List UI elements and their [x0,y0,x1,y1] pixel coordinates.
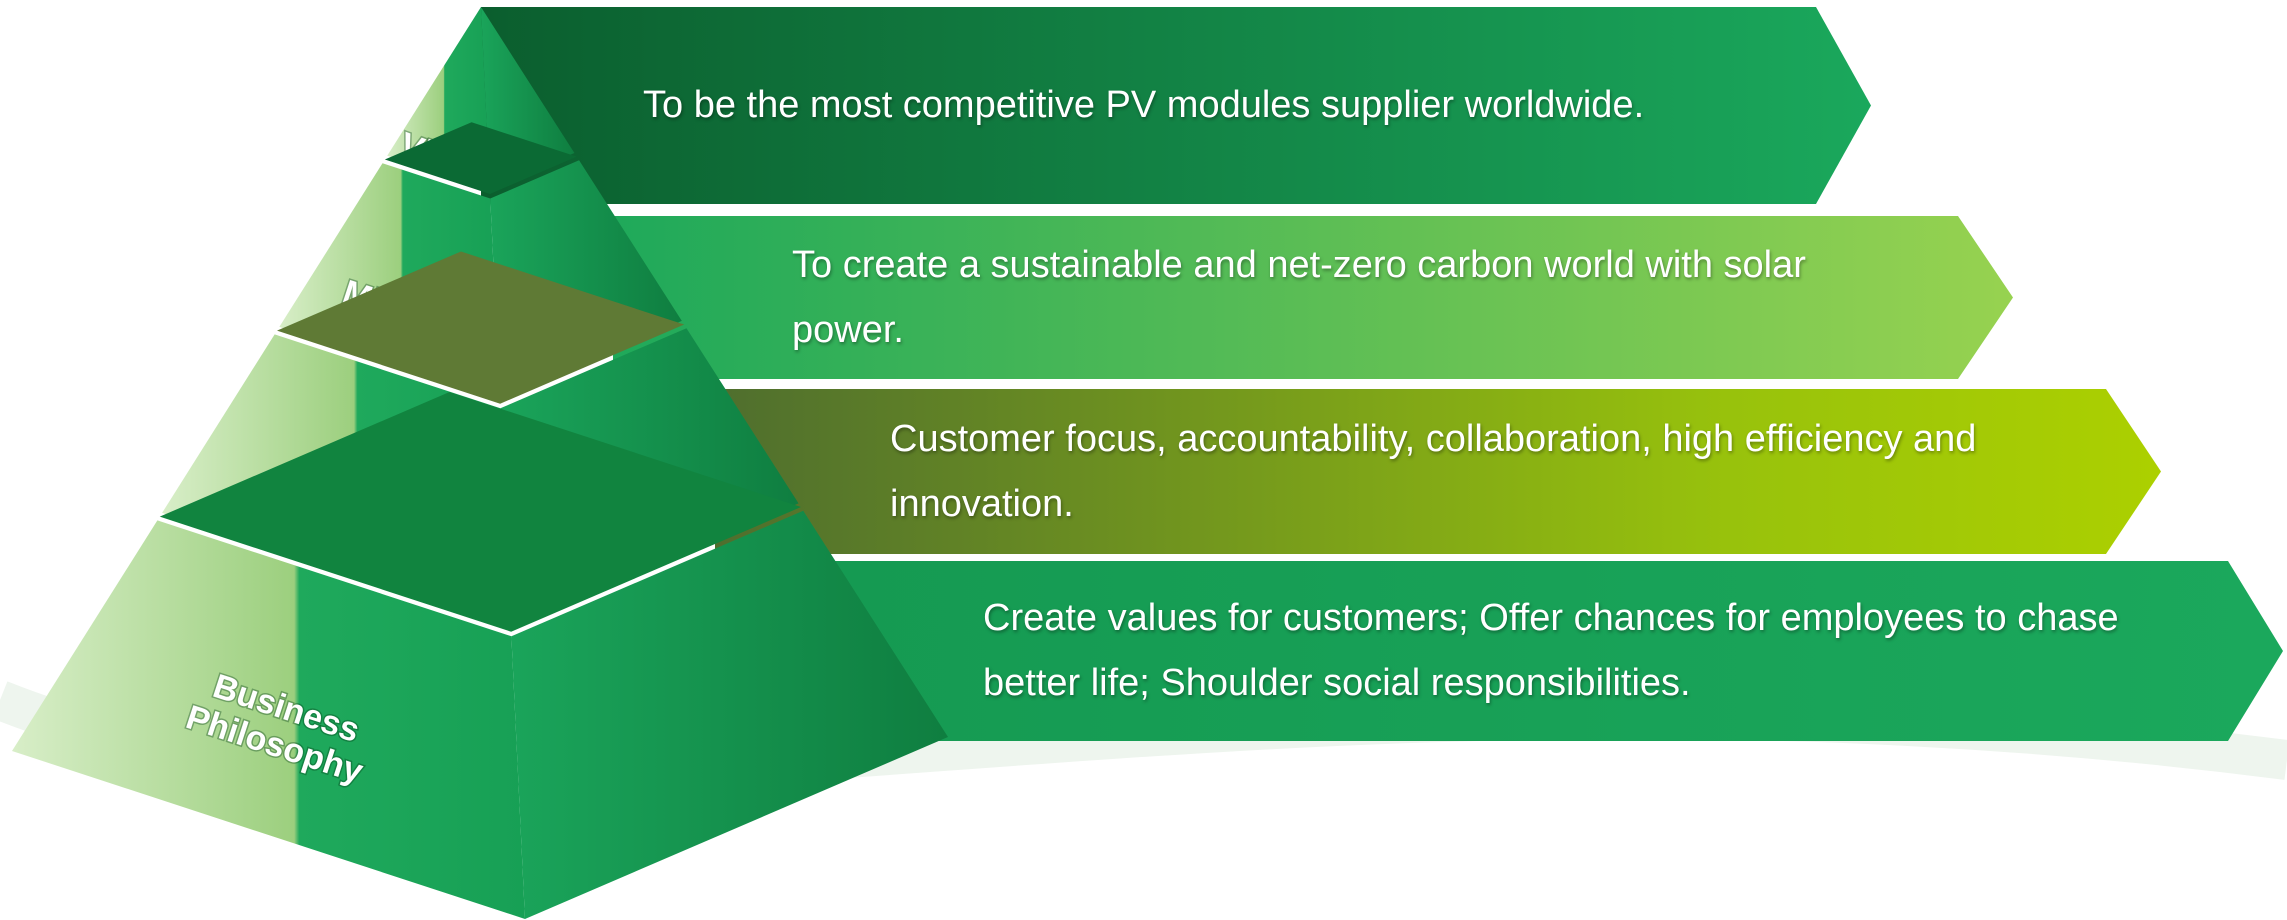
pyramid-diagram: VisionMissionValuesBusinessPhilosophy To… [0,0,2287,920]
statement: Customer focus, accountability, collabor… [890,389,2080,554]
statement: Create values for customers; Offer chanc… [983,561,2178,741]
statement: To create a sustainable and net-zero car… [792,216,1882,379]
statement: To be the most competitive PV modules su… [643,7,1843,204]
